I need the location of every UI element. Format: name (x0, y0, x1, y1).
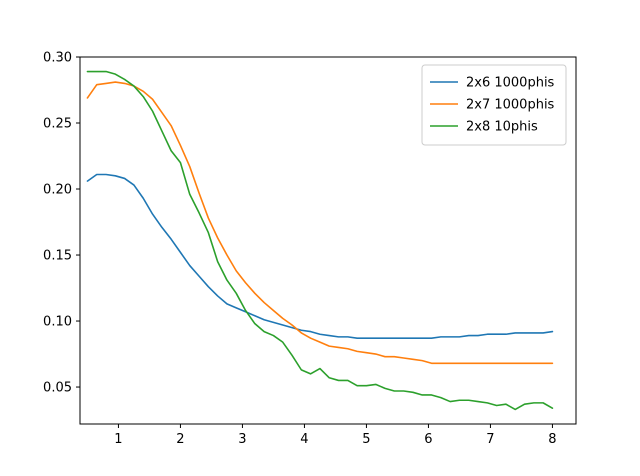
axes-frame (79, 56, 577, 425)
legend-box (421, 64, 567, 146)
legend: 2x6 1000phis 2x7 1000phis 2x8 10phis (421, 64, 567, 146)
x-axis: 1 2 3 4 5 6 7 8 (114, 424, 557, 447)
x-tick-label: 2 (176, 432, 184, 447)
legend-label-3: 2x8 10phis (466, 120, 538, 135)
x-tick-label: 6 (424, 432, 432, 447)
series-layer (86, 70, 554, 411)
y-tick-label: 0.05 (43, 381, 72, 396)
y-tick-label: 0.10 (43, 315, 72, 330)
x-tick-label: 4 (300, 432, 308, 447)
legend-label-2: 2x7 1000phis (466, 98, 555, 113)
series-line-3 (86, 70, 554, 411)
y-tick-label: 0.20 (43, 183, 72, 198)
y-tick-label: 0.15 (43, 249, 72, 264)
series-line-2 (86, 81, 554, 365)
y-tick-label: 0.25 (43, 117, 72, 132)
x-tick-label: 8 (548, 432, 556, 447)
legend-label-1: 2x6 1000phis (466, 76, 555, 91)
x-tick-label: 7 (486, 432, 494, 447)
y-tick-label: 0.30 (43, 51, 72, 66)
x-tick-label: 5 (362, 432, 370, 447)
x-tick-label: 3 (238, 432, 246, 447)
y-axis: 0.05 0.10 0.15 0.20 0.25 0.30 (43, 51, 80, 396)
series-line-1 (86, 173, 554, 339)
x-tick-label: 1 (114, 432, 122, 447)
